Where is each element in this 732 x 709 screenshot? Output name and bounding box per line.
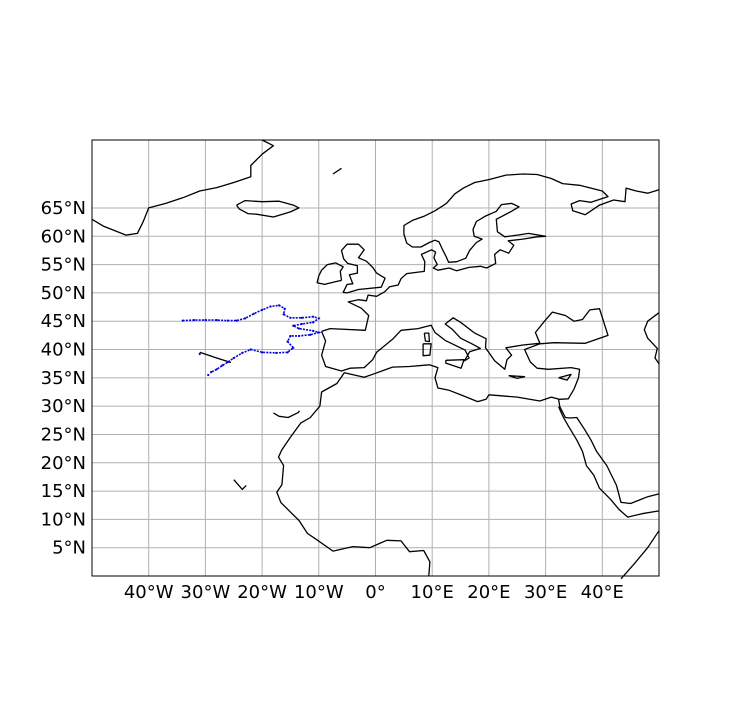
trajectory-point <box>207 373 210 377</box>
latitude-label: 65°N <box>41 198 86 219</box>
trajectory-point <box>283 307 286 310</box>
longitude-tick-labels: 40°W 30°W 20°W 10°W 0° 10°E 20°E 30°E 40°E <box>124 582 624 603</box>
longitude-label: 30°W <box>181 582 231 603</box>
trajectory-point <box>289 316 292 319</box>
trajectory-point <box>292 346 295 349</box>
latitude-label: 10°N <box>41 509 86 530</box>
latitude-tick-labels: 5°N 10°N 15°N 20°N 25°N 30°N 35°N 40°N 45°N 50°N 5… <box>41 198 86 559</box>
trajectory-point <box>312 321 315 324</box>
coastline-cyprus <box>558 373 572 381</box>
latitude-label: 15°N <box>41 481 86 502</box>
trajectory-point <box>215 318 218 322</box>
trajectory-point <box>282 313 285 316</box>
coastline-crete <box>508 374 526 380</box>
trajectory-point <box>317 331 320 334</box>
trajectory-point <box>261 308 264 311</box>
coastline-canary-islands <box>273 410 301 419</box>
latitude-label: 60°N <box>41 226 86 247</box>
coastline-ireland <box>316 262 344 286</box>
coastline-caspian-west <box>643 312 660 365</box>
coastline-svalbard-edge <box>332 167 342 175</box>
map-frame <box>91 139 660 577</box>
trajectory-point <box>300 322 303 326</box>
coastline-europe-asia-mainland <box>276 308 609 577</box>
trajectory-point <box>209 371 213 374</box>
coastlines <box>91 139 660 580</box>
trajectory-point <box>232 356 235 360</box>
trajectory-point <box>269 305 272 308</box>
coastline-horn-africa <box>620 530 660 580</box>
trajectory-point <box>221 364 224 367</box>
trajectory-point <box>198 352 201 356</box>
trajectory-point <box>312 315 315 318</box>
longitude-label: 0° <box>365 582 385 603</box>
trajectory-point <box>204 318 207 322</box>
trajectory-point <box>289 334 292 338</box>
latitude-label: 35°N <box>41 368 86 389</box>
coastline-corsica <box>423 332 431 343</box>
coastline-egypt-africa-east <box>558 406 660 518</box>
trajectory-point <box>249 348 252 351</box>
trajectory-point <box>243 317 247 320</box>
trajectory-point <box>278 304 281 307</box>
trajectory-point <box>215 368 218 371</box>
latitude-label: 50°N <box>41 283 86 304</box>
trajectory-point <box>297 334 301 338</box>
trajectory-point <box>275 351 278 355</box>
trajectory-point <box>181 319 184 322</box>
latitude-label: 30°N <box>41 396 86 417</box>
longitude-label: 10°W <box>294 582 344 603</box>
trajectory-line <box>182 304 322 373</box>
trajectory-point <box>312 329 315 332</box>
coastline-france-north-lowlands <box>321 173 660 333</box>
trajectory-point <box>286 340 289 343</box>
latitude-label: 45°N <box>41 311 86 332</box>
longitude-label: 10°E <box>411 582 454 603</box>
coastline-arabia <box>557 399 660 505</box>
longitude-label: 20°E <box>467 582 510 603</box>
longitude-label: 40°W <box>124 582 174 603</box>
trajectory-point <box>286 351 289 354</box>
trajectory-point <box>226 360 230 364</box>
coastline-cape-verde <box>233 479 247 491</box>
latitude-label: 20°N <box>41 453 86 474</box>
coastline-iceland <box>236 199 300 218</box>
latitude-label: 40°N <box>41 340 86 361</box>
longitude-label: 40°E <box>581 582 624 603</box>
trajectory-point <box>297 327 301 330</box>
coastline-sicily <box>445 359 465 369</box>
trajectory-point <box>252 312 255 315</box>
trajectory-point <box>317 317 320 320</box>
trajectory-point <box>300 316 303 319</box>
coastline-greenland <box>91 139 275 236</box>
longitude-label: 20°W <box>237 582 287 603</box>
trajectory-point <box>226 319 230 322</box>
trajectory-point <box>292 324 295 327</box>
coastline-azores <box>199 351 232 364</box>
trajectory-point <box>261 351 264 354</box>
graticule-grid <box>92 140 659 576</box>
coastline-great-britain <box>340 243 386 294</box>
coastline-sardinia <box>422 343 432 357</box>
trajectory-track <box>181 304 322 377</box>
longitude-label: 30°E <box>524 582 567 603</box>
latitude-label: 5°N <box>52 538 86 559</box>
trajectory-point <box>241 351 244 355</box>
latitude-label: 25°N <box>41 424 86 445</box>
latitude-label: 55°N <box>41 255 86 276</box>
trajectory-point <box>192 318 196 322</box>
trajectory-point <box>235 319 238 322</box>
trajectory-point <box>309 333 312 336</box>
